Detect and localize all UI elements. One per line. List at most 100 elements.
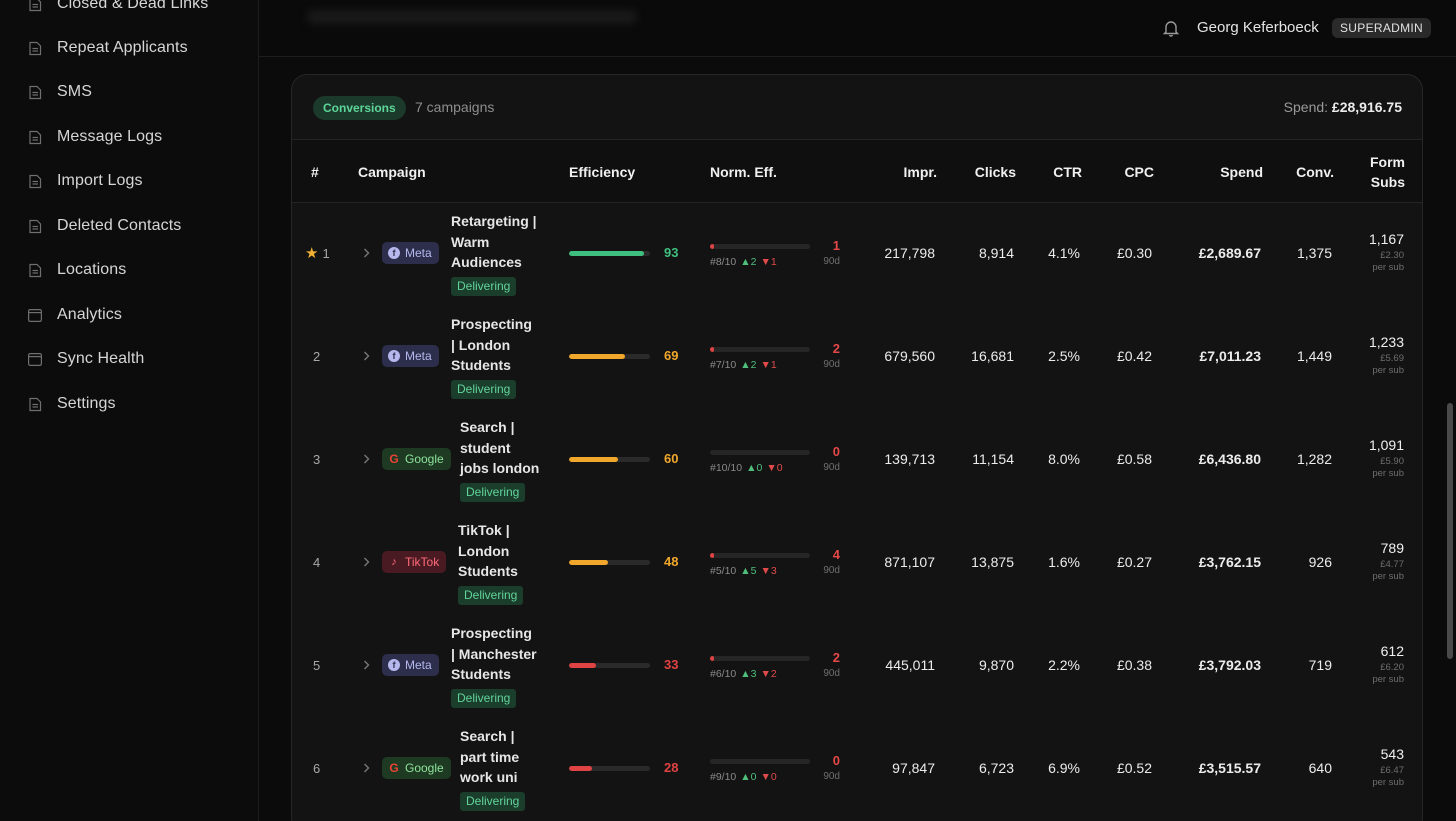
platform-label: TikTok [405,555,440,569]
conversions-value: 1,449 [1296,348,1332,364]
spend-label: Spend: [1283,99,1329,115]
chevron-right-icon[interactable] [360,452,372,466]
campaign-name-line: | Manchester [451,645,537,662]
rank-cell: 5 [313,657,320,673]
impressions-value: 139,713 [884,451,935,467]
chevron-right-icon[interactable] [360,761,372,775]
col-norm-eff[interactable]: Norm. Eff. [710,163,777,180]
norm-eff-rank-value: #9/10 [710,771,737,783]
col-impr[interactable]: Impr. [903,163,937,180]
norm-eff-bar [710,759,810,764]
sidebar-item[interactable]: Closed & Dead Links [26,0,208,17]
chevron-right-icon[interactable] [360,658,372,672]
chevron-right-icon[interactable] [360,555,372,569]
efficiency-bar [569,663,650,668]
efficiency-bar [569,766,650,771]
sidebar-item[interactable]: Locations [26,257,126,283]
chevron-right-icon[interactable] [360,246,372,260]
sidebar-item[interactable]: Analytics [26,302,122,328]
col-efficiency[interactable]: Efficiency [569,163,636,180]
table-row[interactable]: ★ 1 f Meta Retargeting | Warm Audiences Deliver… [292,203,1422,306]
ctr-value: 1.6% [1048,554,1080,570]
rank-up-indicator: ▲0 [746,462,763,474]
sidebar-item[interactable]: Import Logs [26,168,143,194]
efficiency-bar [569,251,650,256]
bell-icon[interactable] [1161,18,1181,38]
campaign-name-line: Students [451,357,511,373]
sidebar-item[interactable]: Settings [26,391,116,417]
table-row[interactable]: 6 G Google Search | part time work uni Deliver… [292,718,1422,821]
campaign-name[interactable]: Search | student jobs london Delivering [460,417,539,502]
campaign-count: 7 campaigns [415,99,495,115]
spend-value: £7,011.23 [1199,348,1261,364]
norm-eff-bar [710,347,810,352]
norm-eff-value: 2 [832,650,840,665]
norm-eff-rank: #6/10 ▲3 ▼2 [710,668,777,680]
campaign-name[interactable]: Search | part time work uni Delivering [460,726,526,811]
sidebar-item[interactable]: Repeat Applicants [26,35,188,61]
document-icon [26,172,44,190]
rank-down-indicator: ▼1 [760,256,777,268]
clicks-value: 11,154 [972,451,1014,467]
efficiency-bar [569,354,650,359]
platform-badge: G Google [382,757,451,779]
norm-eff-period: 90d [823,668,840,679]
efficiency-value: 69 [664,348,679,363]
rank-cell: 3 [313,451,320,467]
col-conv[interactable]: Conv. [1296,163,1334,180]
norm-eff-rank: #7/10 ▲2 ▼1 [710,359,777,371]
campaign-name[interactable]: Prospecting | Manchester Students Deliverin… [451,623,537,708]
campaign-name[interactable]: Prospecting | London Students Delivering [451,314,532,399]
col-form-subs[interactable]: Form Subs [1352,140,1405,203]
norm-eff-value: 1 [832,238,840,253]
campaign-name[interactable]: Retargeting | Warm Audiences Delivering [451,211,537,296]
form-subs-value: 1,233 [1368,334,1404,350]
cpc-value: £0.52 [1116,760,1152,776]
efficiency-value: 48 [664,554,679,569]
per-sub-label: per sub [1372,674,1404,685]
sidebar-item[interactable]: Message Logs [26,124,162,150]
form-subs-value: 543 [1380,746,1404,762]
chevron-right-icon[interactable] [360,349,372,363]
ctr-value: 4.1% [1048,245,1080,261]
col-ctr[interactable]: CTR [1053,163,1082,180]
campaign-name-line: TikTok | [458,522,510,538]
col-campaign[interactable]: Campaign [358,163,426,180]
table-row[interactable]: 2 f Meta Prospecting | London Students Deliver… [292,306,1422,409]
scrollbar[interactable] [1447,403,1453,659]
col-spend[interactable]: Spend [1220,163,1263,180]
col-clicks[interactable]: Clicks [974,163,1016,180]
impressions-value: 679,560 [884,348,935,364]
efficiency-bar-fill [569,663,596,668]
clicks-value: 16,681 [971,348,1014,364]
norm-eff-bar [710,244,810,249]
sidebar-item-label: Settings [57,395,116,412]
efficiency-bar-fill [569,251,645,256]
col-rank[interactable]: # [311,163,319,180]
sidebar-item[interactable]: Deleted Contacts [26,213,181,239]
rank-down-indicator: ▼3 [760,565,777,577]
col-cpc[interactable]: CPC [1124,163,1154,180]
table-row[interactable]: 5 f Meta Prospecting | Manchester Students Del… [292,615,1422,718]
table-row[interactable]: 4 ♪ TikTok TikTok | London Students Delivering… [292,512,1422,615]
per-sub-label: per sub [1372,365,1404,376]
campaign-name[interactable]: TikTok | London Students Delivering [458,520,524,605]
norm-eff-value: 4 [832,547,840,562]
sidebar-item[interactable]: SMS [26,79,92,105]
user-name[interactable]: Georg Keferboeck [1197,19,1319,36]
norm-eff-period: 90d [823,771,840,782]
conversions-value: 926 [1308,554,1332,570]
ctr-value: 8.0% [1048,451,1080,467]
norm-eff-bar-fill [710,347,714,352]
table-row[interactable]: 3 G Google Search | student jobs london Delive… [292,409,1422,512]
cost-per-sub: £4.77 [1380,559,1404,570]
conversions-tab[interactable]: Conversions [313,96,406,120]
campaign-name-line: Prospecting [451,316,532,332]
efficiency-value: 60 [664,451,679,466]
efficiency-bar-fill [569,560,608,565]
sidebar-item[interactable]: Sync Health [26,346,144,372]
google-logo-icon: G [389,761,399,775]
efficiency-value: 28 [664,760,679,775]
form-subs-value: 1,091 [1368,437,1404,453]
